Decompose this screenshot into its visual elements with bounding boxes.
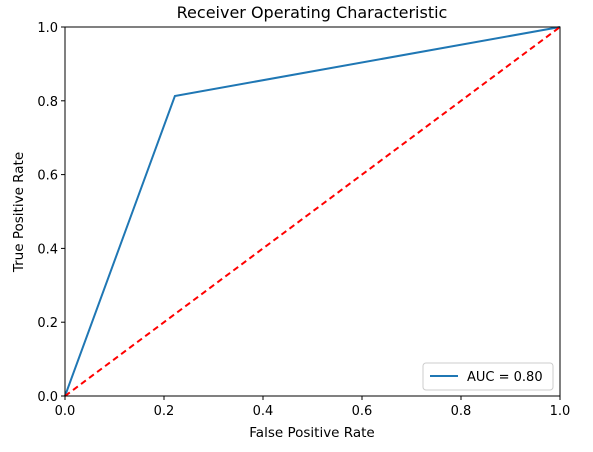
y-tick-label: 0.0: [37, 390, 58, 405]
x-tick-label: 0.8: [451, 404, 472, 419]
y-tick-label: 0.6: [37, 169, 58, 184]
y-tick-label: 0.8: [37, 95, 58, 110]
x-tick-label: 0.4: [253, 404, 274, 419]
legend-label-roc: AUC = 0.80: [467, 370, 543, 385]
x-tick-label: 0.6: [352, 404, 373, 419]
x-tick-label: 1.0: [550, 404, 571, 419]
x-tick-label: 0.2: [154, 404, 175, 419]
roc-curve-line: [64, 26, 561, 397]
y-tick-label: 1.0: [37, 21, 58, 36]
y-axis: 0.0 0.2 0.4 0.6 0.8 1.0: [37, 21, 65, 405]
series-layer: [64, 26, 561, 397]
plot-frame: [64, 26, 561, 397]
legend: AUC = 0.80: [422, 362, 554, 391]
x-axis: 0.0 0.2 0.4 0.6 0.8 1.0: [55, 396, 571, 419]
x-axis-label: False Positive Rate: [249, 425, 374, 441]
chance-diagonal-line: [64, 26, 561, 397]
legend-box: [422, 362, 554, 391]
chart-title: Receiver Operating Characteristic: [177, 3, 448, 22]
x-tick-label: 0.0: [55, 404, 76, 419]
y-tick-label: 0.4: [37, 242, 58, 257]
y-tick-label: 0.2: [37, 316, 58, 331]
y-axis-label: True Positive Rate: [11, 152, 27, 273]
